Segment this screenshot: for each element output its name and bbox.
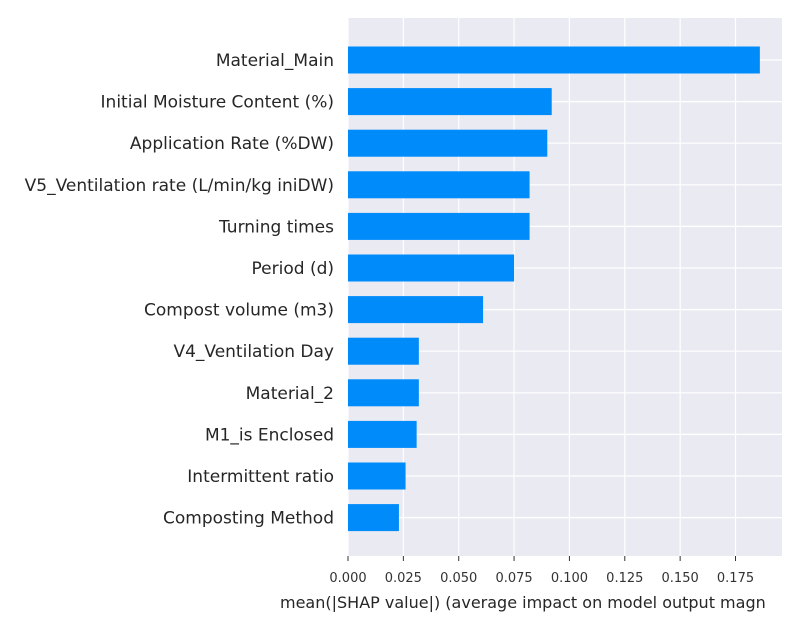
x-axis-label: mean(|SHAP value|) (average impact on mo… — [280, 593, 766, 612]
category-label: Material_2 — [246, 384, 334, 404]
category-label: Composting Method — [163, 509, 334, 529]
x-tick-labels: 0.000 0.025 0.050 0.075 0.100 0.125 0.150 0.175 — [329, 556, 754, 586]
category-label: Initial Moisture Content (%) — [101, 93, 334, 113]
category-label: Material_Main — [216, 51, 334, 71]
bar — [348, 379, 419, 407]
bar — [348, 254, 515, 282]
category-label: Compost volume (m3) — [144, 301, 334, 321]
bar — [348, 46, 760, 74]
x-tick-label: 0.125 — [606, 571, 643, 586]
bars — [348, 46, 760, 532]
category-label: Intermittent ratio — [187, 467, 334, 487]
x-tick-label: 0.025 — [385, 571, 422, 586]
category-label: Turning times — [218, 217, 334, 237]
bar — [348, 129, 548, 157]
x-tick-label: 0.175 — [717, 571, 754, 586]
category-labels: Material_Main Initial Moisture Content (%… — [25, 51, 334, 529]
category-label: Period (d) — [252, 259, 334, 279]
category-label: V4_Ventilation Day — [173, 342, 334, 362]
x-tick-label: 0.075 — [495, 571, 532, 586]
x-tick-label: 0.100 — [551, 571, 588, 586]
bar — [348, 212, 530, 240]
category-label: V5_Ventilation rate (L/min/kg iniDW) — [25, 176, 334, 196]
bar — [348, 171, 530, 199]
bar — [348, 296, 484, 324]
x-tick-label: 0.150 — [662, 571, 699, 586]
category-label: M1_is Enclosed — [205, 425, 334, 445]
bar — [348, 462, 406, 490]
bar — [348, 337, 419, 365]
x-tick-label: 0.050 — [440, 571, 477, 586]
bar — [348, 504, 399, 532]
category-label: Application Rate (%DW) — [130, 134, 334, 154]
bar — [348, 420, 417, 448]
bar — [348, 88, 552, 116]
x-tick-label: 0.000 — [329, 571, 366, 586]
